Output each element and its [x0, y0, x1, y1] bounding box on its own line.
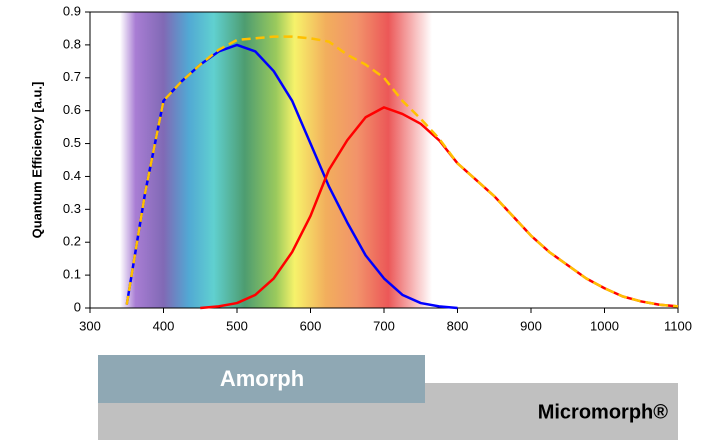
micromorph-label: Micromorph®: [538, 401, 669, 423]
y-axis-title: Quantum Efficiency [a.u.]: [29, 82, 44, 239]
x-tick-label: 1100: [664, 318, 692, 333]
y-tick-label: 0.1: [63, 267, 81, 282]
spectrum-background: [120, 12, 432, 308]
y-tick-label: 0.9: [63, 3, 81, 18]
series-line: [125, 43, 458, 310]
amorph-box: [98, 355, 425, 403]
y-tick-label: 0.5: [63, 135, 81, 150]
y-tick-label: 0.6: [63, 102, 81, 117]
y-tick-label: 0.8: [63, 36, 81, 51]
x-tick-label: 1000: [590, 318, 619, 333]
y-tick-label: 0.2: [63, 234, 81, 249]
x-tick-label: 600: [300, 318, 322, 333]
x-tick-label: 500: [226, 318, 248, 333]
x-tick-label: 900: [520, 318, 542, 333]
x-tick-label: 300: [79, 318, 101, 333]
x-tick-label: 800: [447, 318, 469, 333]
x-tick-label: 700: [373, 318, 395, 333]
y-tick-label: 0.4: [63, 168, 81, 183]
plot-area: 0 0.1 0.2 0.3 0.4 0.5 0.6 0.7 0.8 0.9 300 400 500 600…: [63, 3, 692, 333]
y-tick-label: 0.7: [63, 69, 81, 84]
series-line: [125, 35, 679, 308]
amorph-label: Amorph: [220, 366, 304, 391]
y-tick-label: 0: [74, 299, 81, 314]
x-tick-label: 400: [153, 318, 175, 333]
y-tick-label: 0.3: [63, 201, 81, 216]
